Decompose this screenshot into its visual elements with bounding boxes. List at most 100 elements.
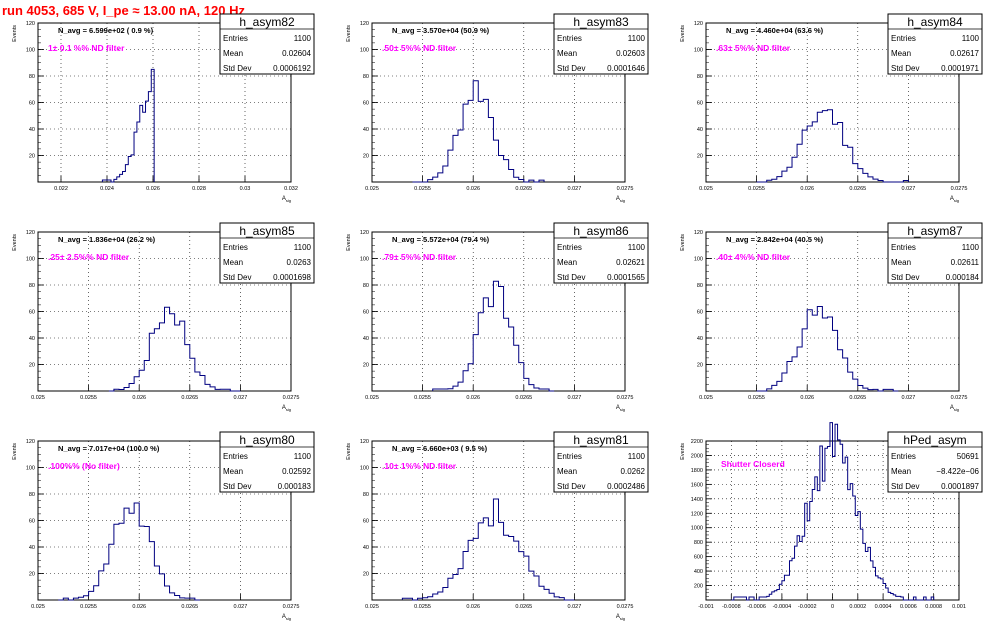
x-axis-label: Asig bbox=[950, 405, 959, 412]
x-tick-label: 0.026 bbox=[466, 186, 480, 192]
y-tick-label: 1200 bbox=[691, 511, 703, 517]
histogram-name: h_asym87 bbox=[907, 224, 963, 238]
stats-label: Entries bbox=[891, 452, 916, 461]
y-tick-label: 400 bbox=[694, 569, 703, 575]
x-tick-label: 0.0275 bbox=[951, 186, 968, 192]
run-title: run 4053, 685 V, I_pe ≈ 13.00 nA, 120 Hz bbox=[2, 3, 245, 18]
y-tick-label: 60 bbox=[29, 519, 35, 525]
y-tick-label: 100 bbox=[360, 48, 369, 54]
y-tick-label: 80 bbox=[363, 74, 369, 80]
histogram-line bbox=[432, 280, 555, 392]
navg-label: N_avg = 4.460e+04 (63.6 %) bbox=[726, 26, 824, 35]
x-tick-label: 0.025 bbox=[365, 186, 379, 192]
y-axis-label: Events bbox=[346, 443, 352, 460]
y-tick-label: 2200 bbox=[691, 439, 703, 445]
y-tick-label: 1400 bbox=[691, 497, 703, 503]
histogram-name: h_asym81 bbox=[573, 433, 629, 447]
stats-label: Entries bbox=[557, 243, 582, 252]
panel-h_asym81: 20 40 60 80 100 120 0.025 0.0255 0.026 0.0265 0.02… bbox=[346, 431, 649, 621]
y-tick-label: 120 bbox=[26, 21, 35, 27]
stats-value: 0.0262 bbox=[621, 467, 646, 476]
x-tick-label: 0.0255 bbox=[414, 186, 431, 192]
stats-label: Entries bbox=[557, 34, 582, 43]
filter-label: 1± 0.1 %% ND filter bbox=[48, 43, 125, 53]
stats-label: Mean bbox=[891, 467, 911, 476]
y-axis-label: Events bbox=[346, 234, 352, 251]
x-tick-label: 0.0255 bbox=[80, 395, 97, 401]
stats-label: Std Dev bbox=[557, 273, 585, 282]
y-tick-label: 120 bbox=[694, 230, 703, 236]
x-tick-label: 0.0255 bbox=[414, 604, 431, 610]
y-tick-label: 60 bbox=[29, 310, 35, 316]
x-axis-label: Asig bbox=[616, 196, 625, 203]
stats-label: Std Dev bbox=[891, 64, 919, 73]
x-tick-label: 0.0275 bbox=[617, 604, 634, 610]
y-tick-label: 20 bbox=[29, 154, 35, 160]
x-tick-label: 0.025 bbox=[699, 186, 713, 192]
stats-value: 1100 bbox=[628, 243, 646, 252]
histogram-line bbox=[108, 306, 241, 392]
stats-value: 1100 bbox=[962, 243, 980, 252]
stats-label: Mean bbox=[223, 467, 243, 476]
stats-label: Std Dev bbox=[891, 273, 919, 282]
stats-label: Entries bbox=[223, 243, 248, 252]
histogram-line bbox=[731, 422, 935, 601]
x-tick-label: 0.025 bbox=[31, 604, 45, 610]
filter-label: .79± 5%% ND filter bbox=[382, 252, 457, 262]
stats-value: −8.422e−06 bbox=[936, 467, 979, 476]
histogram-name: h_asym80 bbox=[239, 433, 295, 447]
stats-value: 0.0001971 bbox=[941, 64, 979, 73]
x-tick-label: 0.0265 bbox=[515, 186, 532, 192]
stats-box bbox=[553, 13, 649, 75]
stats-label: Mean bbox=[891, 49, 911, 58]
y-tick-label: 20 bbox=[697, 363, 703, 369]
x-tick-label: 0.027 bbox=[568, 186, 582, 192]
x-tick-label: 0.0006 bbox=[900, 604, 917, 610]
x-tick-label: 0.025 bbox=[365, 395, 379, 401]
x-tick-label: -0.0006 bbox=[747, 604, 766, 610]
x-tick-label: 0.0275 bbox=[951, 395, 968, 401]
x-axis-label: Asig bbox=[282, 614, 291, 621]
y-tick-label: 100 bbox=[360, 466, 369, 472]
x-tick-label: 0.0255 bbox=[414, 395, 431, 401]
x-tick-label: 0.0265 bbox=[181, 395, 198, 401]
navg-label: N_avg = 6.660e+03 ( 9.5 %) bbox=[392, 444, 488, 453]
histogram-line bbox=[412, 80, 545, 183]
x-axis-label: Asig bbox=[282, 196, 291, 203]
x-axis-label: Asig bbox=[950, 196, 959, 203]
stats-value: 0.0001897 bbox=[941, 482, 979, 491]
x-tick-label: 0.026 bbox=[800, 186, 814, 192]
histogram-name: h_asym82 bbox=[239, 15, 295, 29]
stats-value: 1100 bbox=[962, 34, 980, 43]
y-tick-label: 120 bbox=[360, 230, 369, 236]
histogram-name: h_asym85 bbox=[239, 224, 295, 238]
y-tick-label: 60 bbox=[697, 101, 703, 107]
histogram-name: hPed_asym bbox=[903, 433, 966, 447]
x-tick-label: 0.025 bbox=[699, 395, 713, 401]
stats-value: 1100 bbox=[294, 452, 312, 461]
x-tick-label: 0.027 bbox=[902, 395, 916, 401]
x-tick-label: 0.027 bbox=[234, 604, 248, 610]
filter-label: Shutter Closerd bbox=[721, 459, 785, 469]
stats-value: 0.02617 bbox=[950, 49, 979, 58]
x-tick-label: 0.0275 bbox=[617, 186, 634, 192]
x-axis-label: Asig bbox=[282, 405, 291, 412]
stats-label: Mean bbox=[223, 258, 243, 267]
y-tick-label: 60 bbox=[697, 310, 703, 316]
x-tick-label: 0.026 bbox=[466, 395, 480, 401]
y-tick-label: 80 bbox=[697, 283, 703, 289]
y-tick-label: 2000 bbox=[691, 453, 703, 459]
y-tick-label: 40 bbox=[29, 545, 35, 551]
stats-label: Std Dev bbox=[891, 482, 919, 491]
panel-h_asym82: 20 40 60 80 100 120 0.022 0.024 0.026 0.028 0.03 0.… bbox=[12, 13, 315, 203]
y-axis-label: Events bbox=[12, 443, 18, 460]
stats-value: 0.02603 bbox=[616, 49, 645, 58]
stats-box bbox=[553, 222, 649, 284]
x-tick-label: 0.001 bbox=[952, 604, 966, 610]
histogram-name: h_asym84 bbox=[907, 15, 963, 29]
x-tick-label: 0.0008 bbox=[925, 604, 942, 610]
stats-value: 0.0001698 bbox=[273, 273, 311, 282]
y-tick-label: 20 bbox=[363, 572, 369, 578]
y-tick-label: 100 bbox=[26, 48, 35, 54]
